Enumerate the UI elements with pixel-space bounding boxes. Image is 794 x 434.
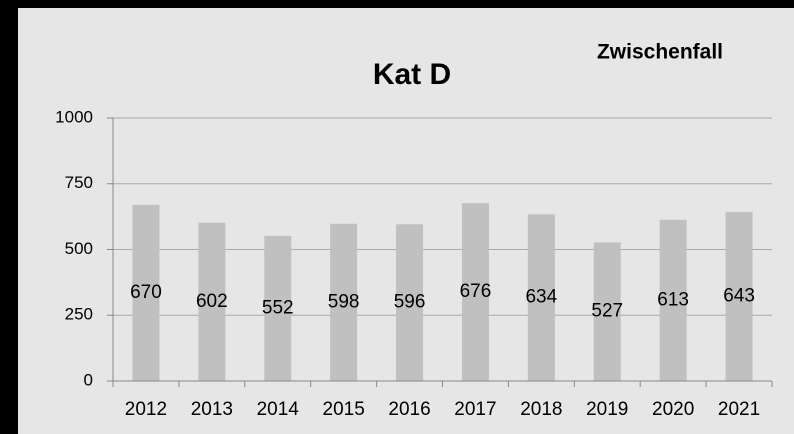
y-tick-label: 250	[65, 305, 93, 324]
chart-subtitle: Zwischenfall	[597, 41, 723, 64]
bar	[659, 219, 687, 381]
data-label: 596	[394, 292, 426, 313]
y-tick-label: 750	[65, 173, 93, 192]
data-label: 643	[723, 285, 755, 306]
bar	[527, 214, 555, 381]
x-tick-label: 2017	[454, 399, 496, 420]
data-label: 527	[591, 301, 623, 322]
x-tick-label: 2018	[520, 399, 562, 420]
bar	[264, 235, 292, 381]
bar	[330, 223, 358, 381]
data-label: 552	[262, 297, 294, 318]
x-tick-label: 2020	[652, 399, 694, 420]
data-label: 670	[130, 282, 162, 303]
chart-title: Kat D	[373, 58, 451, 91]
data-label: 634	[525, 287, 557, 308]
y-tick-label: 1000	[55, 107, 93, 126]
x-tick-label: 2013	[191, 399, 233, 420]
bar	[461, 203, 489, 381]
x-tick-label: 2019	[586, 399, 628, 420]
x-tick-label: 2012	[125, 399, 167, 420]
bar	[396, 224, 424, 381]
x-tick-label: 2016	[388, 399, 430, 420]
data-label: 676	[460, 281, 492, 302]
bar	[593, 242, 621, 381]
x-tick-label: 2015	[323, 399, 365, 420]
data-label: 602	[196, 291, 228, 312]
y-tick-label: 0	[84, 370, 93, 389]
bar	[132, 204, 160, 381]
data-label: 613	[657, 289, 689, 310]
x-tick-label: 2021	[718, 399, 760, 420]
data-label: 598	[328, 291, 360, 312]
x-tick-label: 2014	[257, 399, 300, 420]
bar	[725, 211, 753, 381]
y-tick-label: 500	[65, 239, 93, 258]
bar	[198, 222, 226, 381]
